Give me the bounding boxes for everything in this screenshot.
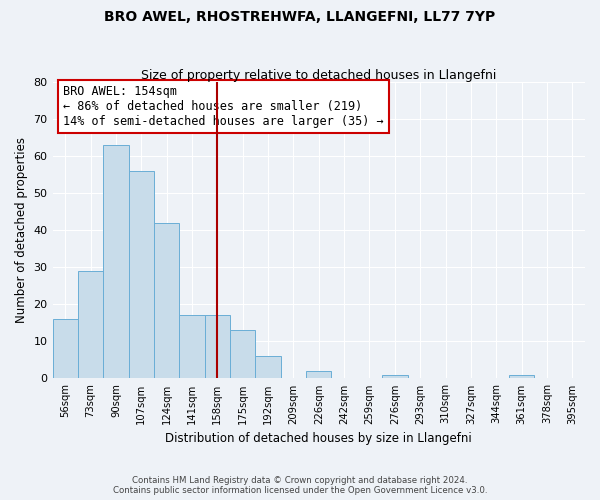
Bar [509, 374, 534, 378]
Title: Size of property relative to detached houses in Llangefni: Size of property relative to detached ho… [141, 69, 496, 82]
Bar [230, 330, 256, 378]
Bar [53, 319, 78, 378]
Text: Contains HM Land Registry data © Crown copyright and database right 2024.
Contai: Contains HM Land Registry data © Crown c… [113, 476, 487, 495]
Text: BRO AWEL: 154sqm
← 86% of detached houses are smaller (219)
14% of semi-detached: BRO AWEL: 154sqm ← 86% of detached house… [63, 85, 384, 128]
Bar [205, 316, 230, 378]
Bar [154, 223, 179, 378]
Bar [179, 316, 205, 378]
Bar [256, 356, 281, 378]
Bar [382, 374, 407, 378]
Bar [78, 271, 103, 378]
Bar [128, 171, 154, 378]
Y-axis label: Number of detached properties: Number of detached properties [15, 137, 28, 323]
Bar [103, 145, 128, 378]
Bar [306, 371, 331, 378]
X-axis label: Distribution of detached houses by size in Llangefni: Distribution of detached houses by size … [166, 432, 472, 445]
Text: BRO AWEL, RHOSTREHWFA, LLANGEFNI, LL77 7YP: BRO AWEL, RHOSTREHWFA, LLANGEFNI, LL77 7… [104, 10, 496, 24]
